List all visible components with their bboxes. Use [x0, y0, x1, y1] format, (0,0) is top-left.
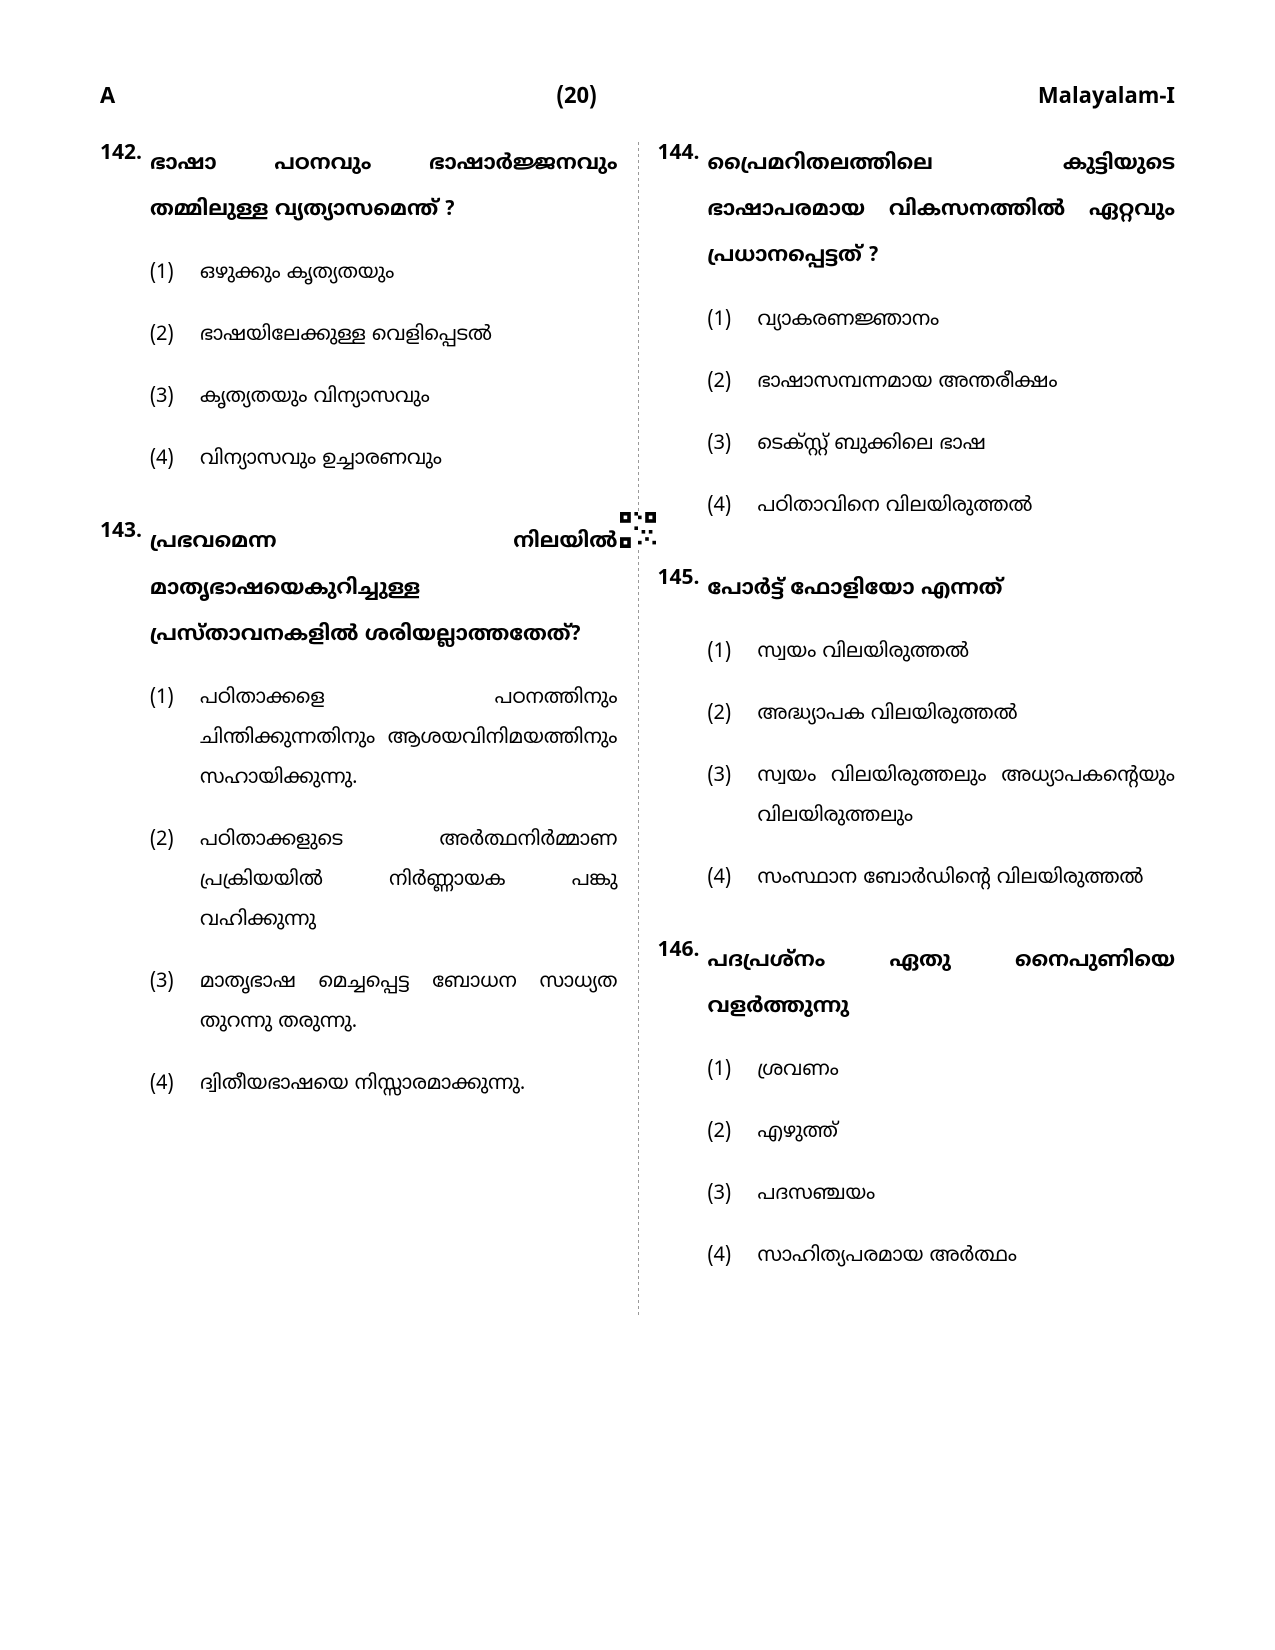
- option-text: മാതൃഭാഷ മെച്ചപ്പെട്ട ബോധന സാധ്യത തുറന്നു…: [200, 963, 618, 1043]
- option: (4)സാഹിത്യപരമായ അർത്ഥം: [708, 1237, 1176, 1277]
- option-number: (3): [150, 378, 200, 418]
- left-column: 142.ഭാഷാ പഠനവും ഭാഷാർജ്ജനവും തമ്മിലുള്ള …: [100, 142, 618, 1317]
- option-number: (2): [150, 821, 200, 941]
- option: (1)പഠിതാക്കളെ പഠനത്തിനും ചിന്തിക്കുന്നതി…: [150, 679, 618, 799]
- page-header: A (20) Malayalam-I: [100, 85, 1175, 112]
- question: 142.ഭാഷാ പഠനവും ഭാഷാർജ്ജനവും തമ്മിലുള്ള …: [100, 142, 618, 480]
- option-number: (2): [708, 695, 758, 735]
- question-body: പ്രൈമറിതലത്തിലെ കുട്ടിയുടെ ഭാഷാപരമായ വിക…: [708, 142, 1176, 527]
- option-number: (3): [708, 425, 758, 465]
- right-column: 144.പ്രൈമറിതലത്തിലെ കുട്ടിയുടെ ഭാഷാപരമായ…: [658, 142, 1176, 1317]
- question-number: 143.: [100, 520, 150, 1105]
- column-divider: [638, 142, 639, 1317]
- option-number: (4): [708, 859, 758, 899]
- option-text: സ്വയം വിലയിരുത്തൽ: [758, 633, 1176, 673]
- options-list: (1)സ്വയം വിലയിരുത്തൽ(2)അദ്ധ്യാപക വിലയിരു…: [708, 633, 1176, 899]
- option-text: വ്യാകരണജ്ഞാനം: [758, 301, 1176, 341]
- option-number: (4): [708, 1237, 758, 1277]
- question: 144.പ്രൈമറിതലത്തിലെ കുട്ടിയുടെ ഭാഷാപരമായ…: [658, 142, 1176, 527]
- option-text: ഭാഷാസമ്പന്നമായ അന്തരീക്ഷം: [758, 363, 1176, 403]
- option-number: (4): [150, 440, 200, 480]
- option-number: (4): [708, 487, 758, 527]
- option-number: (1): [150, 254, 200, 294]
- question: 146.പദപ്രശ്നം ഏതു നൈപുണിയെ വളർത്തുന്നു (1…: [658, 939, 1176, 1277]
- question-text: ഭാഷാ പഠനവും ഭാഷാർജ്ജനവും തമ്മിലുള്ള വ്യത…: [150, 142, 618, 234]
- option-number: (2): [708, 1113, 758, 1153]
- option-number: (2): [150, 316, 200, 356]
- option: (3)പദസഞ്ചയം: [708, 1175, 1176, 1215]
- option: (3)കൃത്യതയും വിന്യാസവും: [150, 378, 618, 418]
- question-number: 145.: [658, 567, 708, 899]
- option-number: (1): [708, 301, 758, 341]
- option-number: (1): [150, 679, 200, 799]
- question-number: 144.: [658, 142, 708, 527]
- option-number: (1): [708, 1051, 758, 1091]
- question-body: പ്രഭവമെന്ന നിലയിൽ മാതൃഭാഷയെകുറിച്ചുള്ള പ…: [150, 520, 618, 1105]
- question-text: പോർട്ട് ഫോളിയോ എന്നത്: [708, 567, 1176, 613]
- option: (2)ഭാഷാസമ്പന്നമായ അന്തരീക്ഷം: [708, 363, 1176, 403]
- option-number: (1): [708, 633, 758, 673]
- option-text: ദ്വിതീയഭാഷയെ നിസ്സാരമാക്കുന്നു.: [200, 1065, 618, 1105]
- question: 143.പ്രഭവമെന്ന നിലയിൽ മാതൃഭാഷയെകുറിച്ചുള…: [100, 520, 618, 1105]
- option-number: (2): [708, 363, 758, 403]
- option-text: പഠിതാക്കളെ പഠനത്തിനും ചിന്തിക്കുന്നതിനും…: [200, 679, 618, 799]
- question-number: 146.: [658, 939, 708, 1277]
- option-number: (3): [708, 1175, 758, 1215]
- option: (3)സ്വയം വിലയിരുത്തലും അധ്യാപകന്റെയും വി…: [708, 757, 1176, 837]
- question-number: 142.: [100, 142, 150, 480]
- option: (3)മാതൃഭാഷ മെച്ചപ്പെട്ട ബോധന സാധ്യത തുറന…: [150, 963, 618, 1043]
- option-text: സ്വയം വിലയിരുത്തലും അധ്യാപകന്റെയും വിലയി…: [758, 757, 1176, 837]
- option: (4)ദ്വിതീയഭാഷയെ നിസ്സാരമാക്കുന്നു.: [150, 1065, 618, 1105]
- option: (1)വ്യാകരണജ്ഞാനം: [708, 301, 1176, 341]
- question-body: ഭാഷാ പഠനവും ഭാഷാർജ്ജനവും തമ്മിലുള്ള വ്യത…: [150, 142, 618, 480]
- option: (1)ശ്രവണം: [708, 1051, 1176, 1091]
- question: 145.പോർട്ട് ഫോളിയോ എന്നത്(1)സ്വയം വിലയിര…: [658, 567, 1176, 899]
- question-body: പദപ്രശ്നം ഏതു നൈപുണിയെ വളർത്തുന്നു (1)ശ്ര…: [708, 939, 1176, 1277]
- option-number: (3): [150, 963, 200, 1043]
- option: (2)പഠിതാക്കളുടെ അർത്ഥനിർമ്മാണ പ്രക്രിയയി…: [150, 821, 618, 941]
- option-text: പദസഞ്ചയം: [758, 1175, 1176, 1215]
- header-page-number: (20): [557, 85, 597, 112]
- qr-code-icon: [620, 512, 656, 548]
- header-series: A: [100, 85, 115, 112]
- option-number: (4): [150, 1065, 200, 1105]
- option-text: കൃത്യതയും വിന്യാസവും: [200, 378, 618, 418]
- option-text: എഴുത്ത്: [758, 1113, 1176, 1153]
- question-text: പ്രൈമറിതലത്തിലെ കുട്ടിയുടെ ഭാഷാപരമായ വിക…: [708, 142, 1176, 281]
- options-list: (1)ശ്രവണം(2)എഴുത്ത്(3)പദസഞ്ചയം(4)സാഹിത്യ…: [708, 1051, 1176, 1277]
- option-number: (3): [708, 757, 758, 837]
- option-text: പഠിതാവിനെ വിലയിരുത്തൽ: [758, 487, 1176, 527]
- option: (2)എഴുത്ത്: [708, 1113, 1176, 1153]
- options-list: (1)വ്യാകരണജ്ഞാനം(2)ഭാഷാസമ്പന്നമായ അന്തരീ…: [708, 301, 1176, 527]
- option-text: പഠിതാക്കളുടെ അർത്ഥനിർമ്മാണ പ്രക്രിയയിൽ ന…: [200, 821, 618, 941]
- option-text: സാഹിത്യപരമായ അർത്ഥം: [758, 1237, 1176, 1277]
- option-text: വിന്യാസവും ഉച്ചാരണവും: [200, 440, 618, 480]
- option: (3)ടെക്സ്റ്റ് ബുക്കിലെ ഭാഷ: [708, 425, 1176, 465]
- option: (1)സ്വയം വിലയിരുത്തൽ: [708, 633, 1176, 673]
- options-list: (1)ഒഴുക്കും കൃത്യതയും(2)ഭാഷയിലേക്കുള്ള വ…: [150, 254, 618, 480]
- header-subject: Malayalam-I: [1038, 85, 1175, 112]
- option: (2)ഭാഷയിലേക്കുള്ള വെളിപ്പെടൽ: [150, 316, 618, 356]
- option: (4)സംസ്ഥാന ബോർഡിന്റെ വിലയിരുത്തൽ: [708, 859, 1176, 899]
- question-text: പദപ്രശ്നം ഏതു നൈപുണിയെ വളർത്തുന്നു: [708, 939, 1176, 1031]
- option-text: ഒഴുക്കും കൃത്യതയും: [200, 254, 618, 294]
- option-text: ഭാഷയിലേക്കുള്ള വെളിപ്പെടൽ: [200, 316, 618, 356]
- content-area: 142.ഭാഷാ പഠനവും ഭാഷാർജ്ജനവും തമ്മിലുള്ള …: [100, 142, 1175, 1317]
- option-text: സംസ്ഥാന ബോർഡിന്റെ വിലയിരുത്തൽ: [758, 859, 1176, 899]
- option-text: ടെക്സ്റ്റ് ബുക്കിലെ ഭാഷ: [758, 425, 1176, 465]
- question-body: പോർട്ട് ഫോളിയോ എന്നത്(1)സ്വയം വിലയിരുത്ത…: [708, 567, 1176, 899]
- option-text: ശ്രവണം: [758, 1051, 1176, 1091]
- options-list: (1)പഠിതാക്കളെ പഠനത്തിനും ചിന്തിക്കുന്നതി…: [150, 679, 618, 1105]
- option: (4)പഠിതാവിനെ വിലയിരുത്തൽ: [708, 487, 1176, 527]
- option-text: അദ്ധ്യാപക വിലയിരുത്തൽ: [758, 695, 1176, 735]
- question-text: പ്രഭവമെന്ന നിലയിൽ മാതൃഭാഷയെകുറിച്ചുള്ള പ…: [150, 520, 618, 659]
- option: (2)അദ്ധ്യാപക വിലയിരുത്തൽ: [708, 695, 1176, 735]
- option: (4)വിന്യാസവും ഉച്ചാരണവും: [150, 440, 618, 480]
- option: (1)ഒഴുക്കും കൃത്യതയും: [150, 254, 618, 294]
